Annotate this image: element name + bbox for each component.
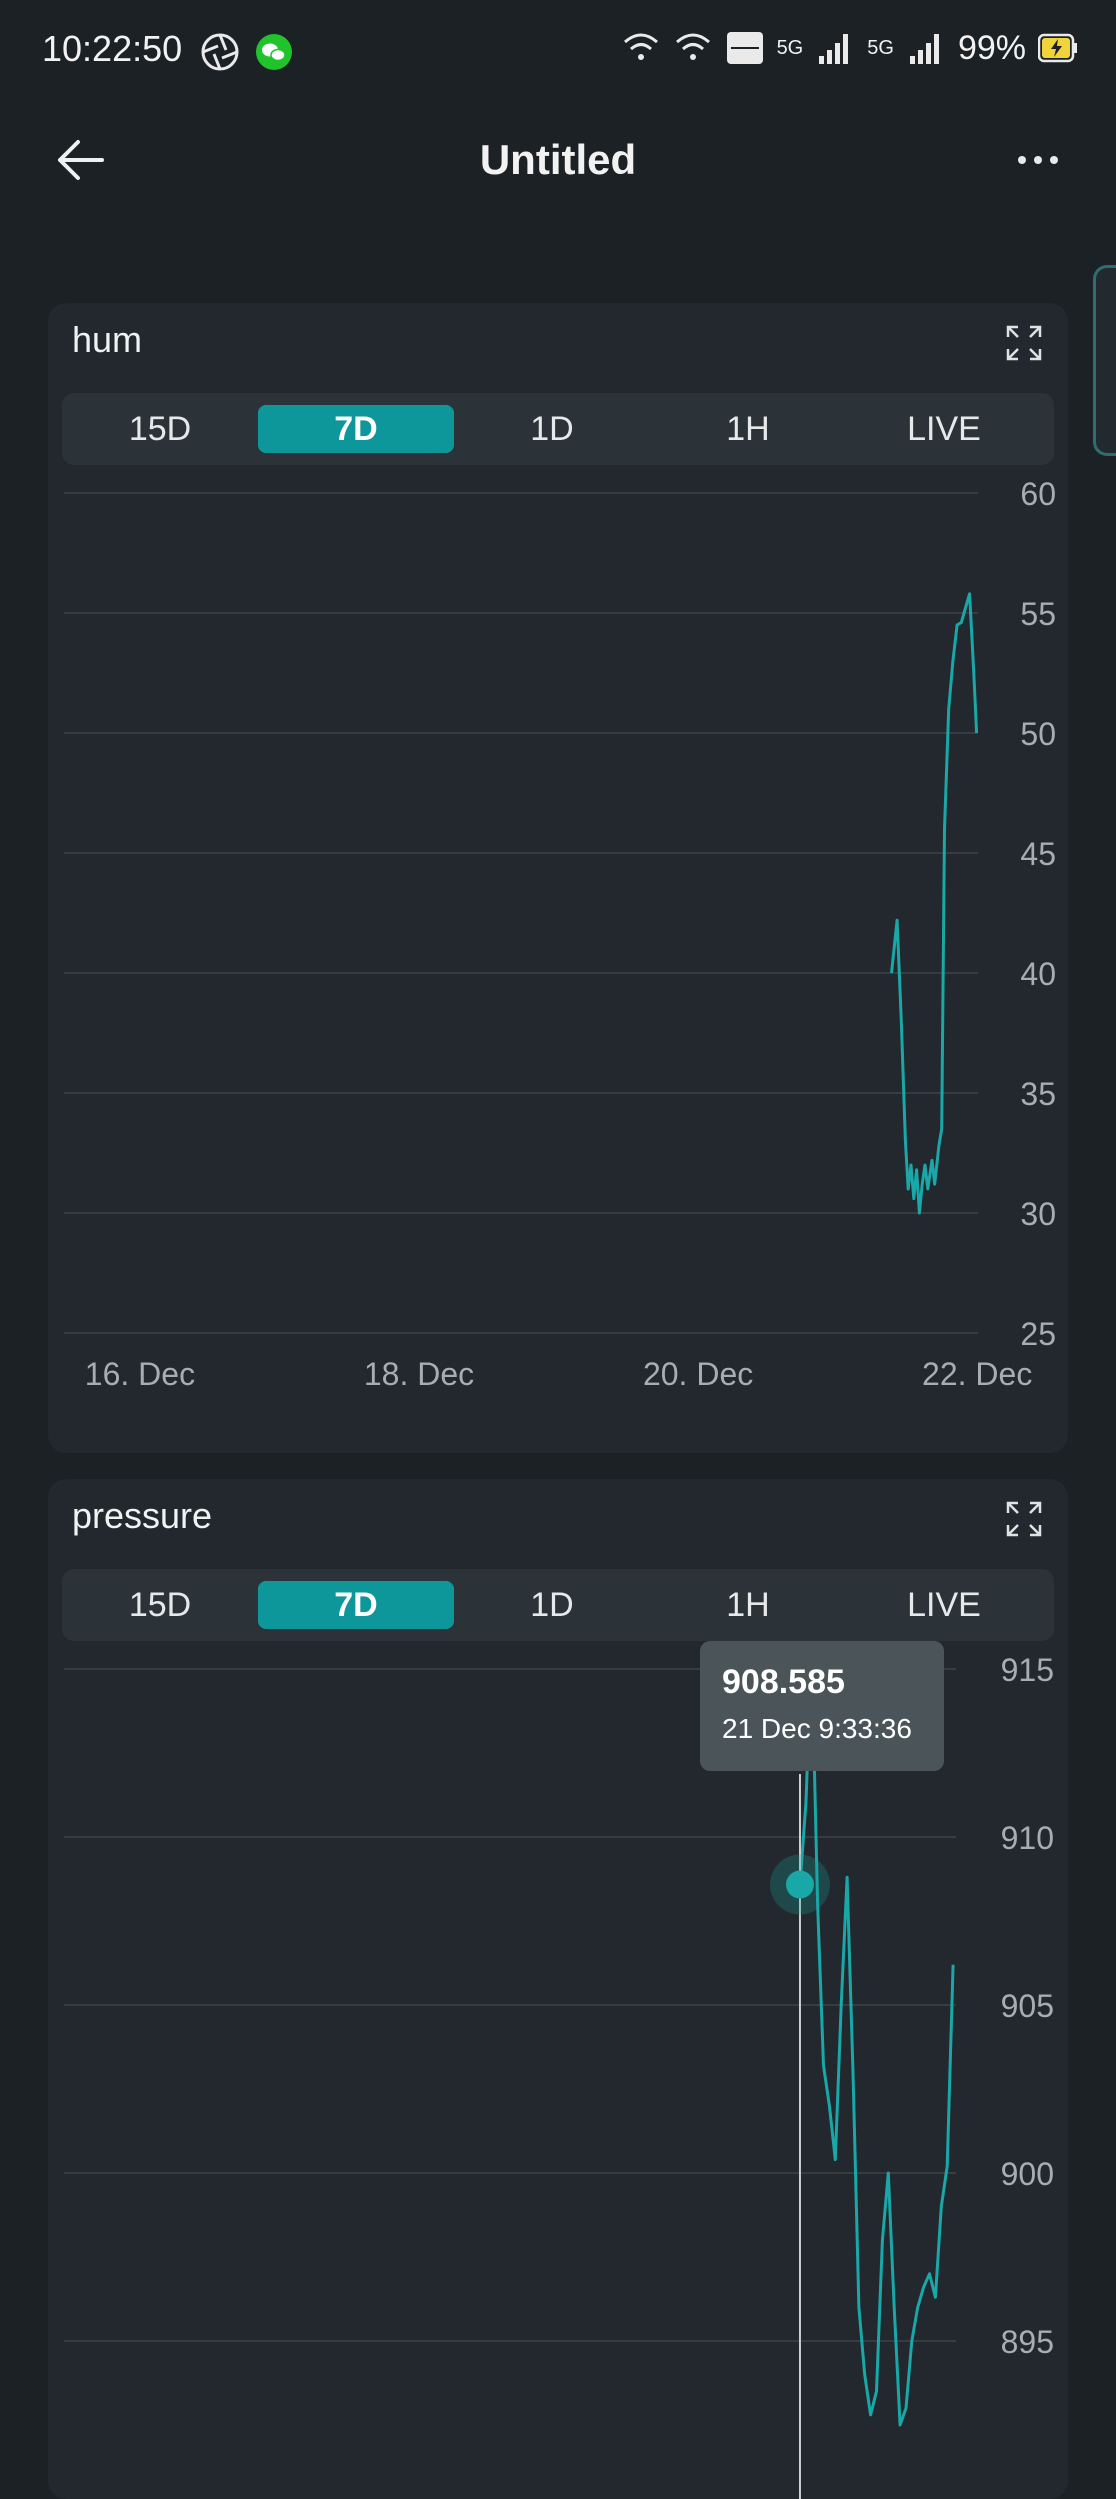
y-tick-label: 35 (1020, 1076, 1056, 1112)
aperture-icon (201, 33, 239, 71)
wifi-icon (675, 33, 710, 60)
more-options-button[interactable] (1008, 130, 1068, 190)
y-tick-label: 55 (1020, 596, 1056, 632)
app-header: Untitled (0, 110, 1116, 210)
more-dot-icon (1050, 156, 1058, 164)
expand-icon[interactable] (1004, 323, 1044, 363)
x-tick-label: 16. Dec (85, 1356, 195, 1392)
x-tick-label: 18. Dec (364, 1356, 474, 1392)
tab-1d[interactable]: 1D (530, 1586, 574, 1624)
y-tick-label: 60 (1020, 476, 1056, 512)
tab-1d[interactable]: 1D (530, 410, 574, 448)
y-tick-label: 30 (1020, 1196, 1056, 1232)
wifi-alert-icon (623, 33, 658, 60)
time-range-tabs: 15D 7D 1D 1H LIVE (62, 393, 1054, 465)
back-button[interactable] (52, 130, 112, 190)
status-time: 10:22:50 (42, 28, 183, 69)
x-tick-label: 20. Dec (643, 1356, 753, 1392)
pressure-line-chart[interactable]: 915 910 905 900 895 (48, 1479, 1068, 2499)
y-tick-label: 915 (1001, 1652, 1054, 1688)
tooltip-value: 908.585 (722, 1663, 845, 1701)
time-range-tabs: 15D 7D 1D 1H LIVE (62, 1569, 1054, 1641)
expand-icon[interactable] (1004, 1499, 1044, 1539)
hum-series-line (890, 592, 979, 1215)
y-tick-label: 50 (1020, 716, 1056, 752)
chart-title: hum (72, 319, 143, 360)
page-title: Untitled (479, 136, 637, 183)
y-tick-label: 895 (1001, 2324, 1054, 2360)
network-type-1: 5G (776, 36, 804, 59)
hum-line-chart[interactable]: 60 55 50 45 40 35 30 25 16. Dec 18. Dec 20. Dec 22.… (48, 303, 1068, 1453)
status-left-icons (200, 32, 294, 72)
pressure-series-line (798, 1650, 955, 2427)
y-tick-label: 900 (1001, 2156, 1054, 2192)
tab-1h[interactable]: 1H (726, 410, 770, 448)
pressure-chart-card: pressure 15D 7D 1D 1H LIVE 915 910 905 900 8… (48, 1479, 1068, 2499)
data-tooltip: 908.585 21 Dec 9:33:36 (700, 1641, 944, 1771)
tab-15d[interactable]: 15D (128, 1586, 192, 1624)
tooltip-time: 21 Dec 9:33:36 (722, 1713, 912, 1744)
y-tick-label: 40 (1020, 956, 1056, 992)
y-tick-label: 910 (1001, 1820, 1054, 1856)
tab-live[interactable]: LIVE (907, 1586, 981, 1624)
y-tick-label: 45 (1020, 836, 1056, 872)
wechat-icon (256, 34, 292, 70)
y-tick-label: 25 (1020, 1316, 1056, 1352)
network-type-2: 5G (867, 36, 894, 59)
battery-charging-icon (1038, 33, 1077, 63)
y-tick-label: 905 (1001, 1988, 1054, 2024)
hd-badge-icon (726, 32, 763, 64)
hover-point (785, 1870, 814, 1899)
status-right: 5G 5G 99% (621, 28, 1078, 68)
side-drawer-handle[interactable] (1093, 265, 1116, 456)
tab-live[interactable]: LIVE (907, 410, 981, 448)
more-dot-icon (1018, 156, 1026, 164)
hum-chart-card: hum 15D 7D 1D 1H LIVE 60 55 50 45 40 35 30 25 16… (48, 303, 1068, 1453)
more-dot-icon (1034, 156, 1042, 164)
signal-strength-icon (909, 34, 939, 64)
tab-7d[interactable]: 7D (258, 405, 454, 453)
signal-strength-icon (819, 34, 849, 64)
battery-percent: 99% (957, 28, 1026, 67)
status-bar: 10:22:50 5G 5G (0, 0, 1116, 100)
tab-1h[interactable]: 1H (726, 1586, 770, 1624)
tab-15d[interactable]: 15D (128, 410, 192, 448)
x-tick-label: 22. Dec (922, 1356, 1032, 1392)
tab-7d[interactable]: 7D (258, 1581, 454, 1629)
chart-title: pressure (72, 1495, 213, 1536)
